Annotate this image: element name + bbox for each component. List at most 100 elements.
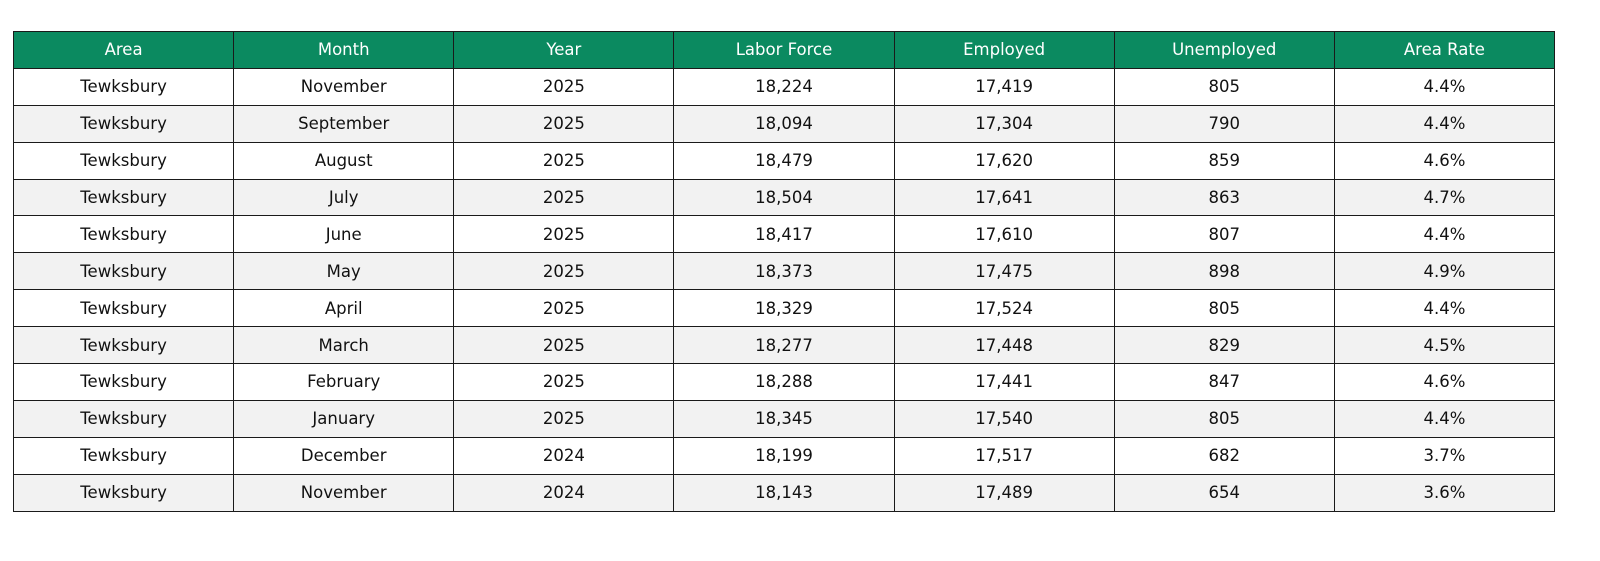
table-cell: 2025 (453, 289, 675, 328)
table-cell: 4.5% (1333, 326, 1556, 365)
table-cell: 829 (1113, 326, 1335, 365)
column-header: Area (12, 31, 235, 69)
table-row: Tewksbury March 2025 18,277 17,448 829 4.5% (12, 326, 1556, 365)
table-cell: 4.6% (1333, 141, 1556, 180)
table-cell: 654 (1113, 473, 1335, 512)
table-row: Tewksbury November 2024 18,143 17,489 654 3.6% (12, 473, 1556, 512)
table-cell: November (233, 473, 455, 512)
data-table: Area Month Year Labor Force Employed Unemploy… (12, 31, 1556, 512)
table-row: Tewksbury February 2025 18,288 17,441 847 4.6% (12, 363, 1556, 401)
table-cell: 18,224 (673, 67, 895, 106)
table-cell: 4.9% (1333, 252, 1556, 291)
table-row: Tewksbury August 2025 18,479 17,620 859 4.6% (12, 141, 1556, 180)
table-cell: Tewksbury (12, 67, 235, 106)
table-cell: 17,419 (893, 67, 1115, 106)
table-cell: 805 (1113, 399, 1335, 438)
table-cell: September (233, 104, 455, 143)
table-cell: 4.4% (1333, 215, 1556, 254)
table-container: Area Month Year Labor Force Employed Unemploy… (12, 31, 1556, 512)
table-cell: June (233, 215, 455, 254)
table-row: Tewksbury June 2025 18,417 17,610 807 4.4% (12, 215, 1556, 254)
table-row: Tewksbury May 2025 18,373 17,475 898 4.9% (12, 252, 1556, 291)
table-cell: Tewksbury (12, 104, 235, 143)
table-cell: 2025 (453, 104, 675, 143)
table-cell: July (233, 178, 455, 217)
table-cell: 17,489 (893, 473, 1115, 512)
table-cell: 2024 (453, 473, 675, 512)
table-cell: 18,277 (673, 326, 895, 365)
table-cell: 17,517 (893, 436, 1115, 475)
table-cell: 18,504 (673, 178, 895, 217)
table-cell: May (233, 252, 455, 291)
table-row: Tewksbury November 2025 18,224 17,419 805 4.4% (12, 67, 1556, 106)
table-cell: 4.4% (1333, 289, 1556, 328)
table-cell: 17,448 (893, 326, 1115, 365)
table-header: Area Month Year Labor Force Employed Unemploy… (12, 31, 1556, 69)
table-cell: 17,641 (893, 178, 1115, 217)
table-cell: 17,475 (893, 252, 1115, 291)
table-cell: 4.4% (1333, 67, 1556, 106)
column-header: Month (233, 31, 455, 69)
table-cell: April (233, 289, 455, 328)
table-cell: March (233, 326, 455, 365)
table-cell: 4.6% (1333, 363, 1556, 401)
table-cell: 863 (1113, 178, 1335, 217)
table-cell: Tewksbury (12, 252, 235, 291)
table-cell: 18,345 (673, 399, 895, 438)
table-cell: 2025 (453, 399, 675, 438)
table-cell: 847 (1113, 363, 1335, 401)
table-cell: 17,304 (893, 104, 1115, 143)
table-cell: Tewksbury (12, 326, 235, 365)
table-cell: 2025 (453, 363, 675, 401)
table-cell: 4.4% (1333, 399, 1556, 438)
table-cell: 18,417 (673, 215, 895, 254)
table-cell: 18,288 (673, 363, 895, 401)
table-cell: August (233, 141, 455, 180)
table-cell: 17,620 (893, 141, 1115, 180)
table-cell: 2025 (453, 67, 675, 106)
table-cell: 18,329 (673, 289, 895, 328)
column-header: Unemployed (1113, 31, 1335, 69)
table-cell: November (233, 67, 455, 106)
table-cell: 4.7% (1333, 178, 1556, 217)
table-cell: 17,524 (893, 289, 1115, 328)
table-cell: 18,479 (673, 141, 895, 180)
table-cell: 2025 (453, 252, 675, 291)
table-body: Tewksbury November 2025 18,224 17,419 805 4.4%… (12, 67, 1556, 512)
table-cell: 18,199 (673, 436, 895, 475)
column-header: Year (453, 31, 675, 69)
column-header: Employed (893, 31, 1115, 69)
table-row: Tewksbury December 2024 18,199 17,517 682 3.7% (12, 436, 1556, 475)
table-cell: 17,540 (893, 399, 1115, 438)
table-cell: 4.4% (1333, 104, 1556, 143)
table-cell: 17,610 (893, 215, 1115, 254)
table-cell: December (233, 436, 455, 475)
table-cell: 859 (1113, 141, 1335, 180)
table-cell: 805 (1113, 289, 1335, 328)
table-cell: 2025 (453, 178, 675, 217)
table-row: Tewksbury April 2025 18,329 17,524 805 4.4% (12, 289, 1556, 328)
table-cell: Tewksbury (12, 473, 235, 512)
table-cell: 898 (1113, 252, 1335, 291)
header-row: Area Month Year Labor Force Employed Unemploy… (12, 31, 1556, 69)
column-header: Area Rate (1333, 31, 1556, 69)
table-cell: 2024 (453, 436, 675, 475)
table-cell: 18,373 (673, 252, 895, 291)
table-cell: Tewksbury (12, 363, 235, 401)
table-row: Tewksbury September 2025 18,094 17,304 790 4.4… (12, 104, 1556, 143)
table-row: Tewksbury January 2025 18,345 17,540 805 4.4% (12, 399, 1556, 438)
table-cell: 807 (1113, 215, 1335, 254)
table-cell: 2025 (453, 141, 675, 180)
table-cell: 2025 (453, 326, 675, 365)
table-cell: 805 (1113, 67, 1335, 106)
table-cell: 18,094 (673, 104, 895, 143)
table-cell: Tewksbury (12, 178, 235, 217)
table-cell: Tewksbury (12, 141, 235, 180)
table-cell: 18,143 (673, 473, 895, 512)
table-cell: 3.6% (1333, 473, 1556, 512)
column-header: Labor Force (673, 31, 895, 69)
table-cell: January (233, 399, 455, 438)
table-cell: Tewksbury (12, 215, 235, 254)
table-cell: 790 (1113, 104, 1335, 143)
